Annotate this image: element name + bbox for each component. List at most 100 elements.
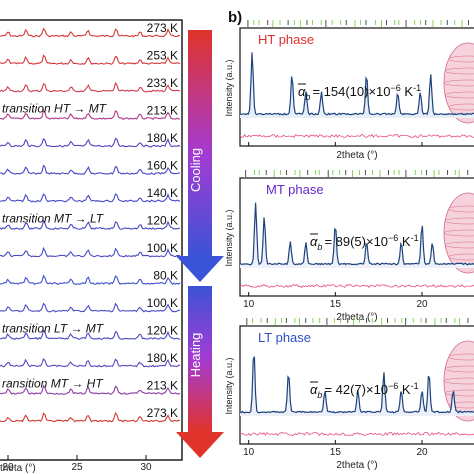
calculated-pattern-fill bbox=[240, 202, 474, 268]
x-axis-label: 2theta (°) bbox=[336, 460, 377, 471]
pattern-trace bbox=[0, 219, 181, 230]
alpha-subscript: b bbox=[317, 242, 322, 252]
temperature-label: 160 K bbox=[147, 159, 178, 173]
temperature-label: 253 K bbox=[147, 49, 178, 63]
left-x-tick-label: 30 bbox=[140, 462, 152, 473]
pattern-trace bbox=[0, 81, 181, 93]
alpha-unit: K bbox=[398, 234, 411, 249]
temperature-label: 213 K bbox=[147, 379, 178, 393]
transition-label: transition HT → MT bbox=[2, 102, 108, 116]
x-tick-label: 20 bbox=[416, 299, 428, 310]
alpha-unit-exponent: -1 bbox=[411, 233, 419, 243]
temperature-label: 100 K bbox=[147, 241, 178, 255]
temperature-label: 180 K bbox=[147, 131, 178, 145]
alpha-exponent: −6 bbox=[391, 83, 401, 93]
refinement-plot-frame bbox=[239, 27, 474, 147]
phase-label: HT phase bbox=[258, 32, 314, 47]
alpha-unit-exponent: -1 bbox=[411, 381, 419, 391]
y-axis-label: Intensity (a.u.) bbox=[224, 357, 234, 414]
cooling-label: Cooling bbox=[188, 148, 203, 192]
expansion-coefficient: αb = 154(10)×10−6 K-1 bbox=[298, 83, 421, 102]
temperature-label: 180 K bbox=[147, 351, 178, 365]
x-axis-label: 2theta (°) bbox=[336, 312, 377, 323]
temperature-labels: 273 K 253 K 233 K 213 K 180 K 160 K 140 K 120 K… bbox=[2, 21, 178, 420]
thermal-expansion-ellipsoid bbox=[443, 42, 474, 124]
expansion-coefficient: αb = 89(5)×10−6 K-1 bbox=[310, 233, 419, 252]
alpha-unit-exponent: -1 bbox=[413, 83, 421, 93]
temperature-label: 120 K bbox=[147, 324, 178, 338]
heating-arrow: Heating bbox=[176, 286, 224, 458]
temperature-label: 80 K bbox=[153, 269, 178, 283]
observed-pattern bbox=[239, 202, 474, 266]
ellipsoid-latitude bbox=[448, 205, 474, 213]
left-x-axis: 20 25 30 bbox=[2, 455, 152, 473]
temperature-label: 273 K bbox=[147, 406, 178, 420]
cooling-arrow-head bbox=[176, 256, 224, 282]
left-plot-frame bbox=[0, 19, 183, 461]
x-tick-label: 20 bbox=[416, 447, 428, 458]
thermal-expansion-ellipsoid bbox=[443, 192, 474, 274]
refinement-plot-frame bbox=[239, 325, 474, 445]
cooling-arrow-shaft bbox=[188, 30, 212, 256]
temperature-label: 120 K bbox=[147, 214, 178, 228]
y-axis-label: Intensity (a.u.) bbox=[224, 209, 234, 266]
transition-label: transition MT → LT bbox=[2, 212, 105, 226]
pattern-trace bbox=[0, 164, 181, 175]
reflection-ticks bbox=[245, 170, 469, 177]
observed-pattern bbox=[239, 356, 474, 414]
temperature-label: 273 K bbox=[147, 21, 178, 35]
pattern-trace bbox=[0, 357, 181, 368]
transition-label: ransition MT → HT bbox=[2, 377, 104, 391]
x-axis-label: 2theta (°) bbox=[336, 150, 377, 161]
ellipsoid-latitude bbox=[444, 217, 474, 225]
alpha-subscript: b bbox=[317, 390, 322, 400]
alpha-subscript: b bbox=[305, 92, 310, 102]
alpha-value: = 154(10)×10 bbox=[312, 84, 390, 99]
cooling-arrow: Cooling bbox=[176, 30, 224, 282]
difference-curve bbox=[239, 133, 474, 139]
pattern-traces bbox=[0, 27, 181, 423]
phase-label: LT phase bbox=[258, 330, 311, 345]
x-tick-label: 15 bbox=[330, 447, 342, 458]
temperature-label: 213 K bbox=[147, 104, 178, 118]
x-tick-label: 15 bbox=[330, 299, 342, 310]
alpha-exponent: −6 bbox=[388, 381, 398, 391]
pattern-trace bbox=[0, 329, 181, 341]
ellipsoid-latitude bbox=[448, 253, 474, 261]
alpha-unit: K bbox=[398, 382, 411, 397]
alpha-value: = 42(7)×10 bbox=[324, 382, 388, 397]
transition-label: transition LT → MT bbox=[2, 322, 105, 336]
ellipsoid-latitude bbox=[448, 55, 474, 63]
refinement-plot-frame bbox=[239, 177, 474, 297]
alpha-symbol: α bbox=[310, 382, 318, 397]
alpha-exponent: −6 bbox=[388, 233, 398, 243]
temperature-label: 100 K bbox=[147, 296, 178, 310]
ellipsoid-latitude bbox=[448, 401, 474, 409]
x-tick-label: 10 bbox=[243, 447, 255, 458]
ellipsoid-latitude bbox=[444, 365, 474, 373]
ellipsoid-latitude bbox=[444, 241, 474, 249]
x-tick-label: 10 bbox=[243, 299, 255, 310]
pattern-trace bbox=[0, 274, 181, 286]
refinement-plot-1: Intensity (a.u.) HT phase αb = 154(10)×10−6… bbox=[224, 20, 474, 161]
alpha-symbol: α bbox=[310, 234, 318, 249]
pattern-trace bbox=[0, 109, 181, 121]
alpha-unit: K bbox=[401, 84, 414, 99]
difference-curve bbox=[239, 431, 474, 437]
temperature-label: 233 K bbox=[147, 76, 178, 90]
pattern-trace bbox=[0, 192, 181, 203]
pattern-trace bbox=[0, 137, 181, 148]
ellipsoid-latitude bbox=[448, 103, 474, 111]
heating-arrow-shaft bbox=[188, 286, 212, 432]
left-panel: 273 K 253 K 233 K 213 K 180 K 160 K 140 K 120 K… bbox=[0, 19, 183, 474]
left-x-tick-label: 25 bbox=[71, 462, 83, 473]
panel-b-letter: b) bbox=[228, 9, 242, 26]
left-x-tick-label: 20 bbox=[2, 462, 14, 473]
ellipsoid-latitude bbox=[444, 91, 474, 99]
phase-label: MT phase bbox=[266, 182, 324, 197]
pattern-trace bbox=[0, 27, 181, 38]
y-axis-label: Intensity (a.u.) bbox=[224, 59, 234, 116]
